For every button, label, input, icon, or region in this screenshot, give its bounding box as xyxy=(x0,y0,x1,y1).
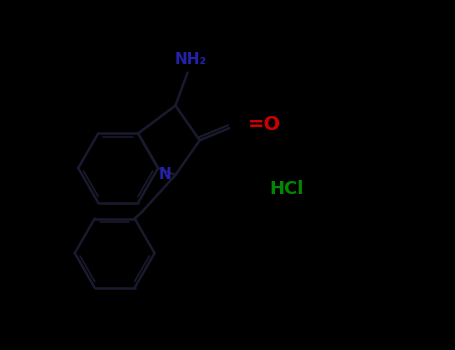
Text: =O: =O xyxy=(248,115,282,134)
Text: HCl: HCl xyxy=(269,180,303,198)
Text: NH₂: NH₂ xyxy=(175,52,207,66)
Text: N: N xyxy=(158,168,171,182)
